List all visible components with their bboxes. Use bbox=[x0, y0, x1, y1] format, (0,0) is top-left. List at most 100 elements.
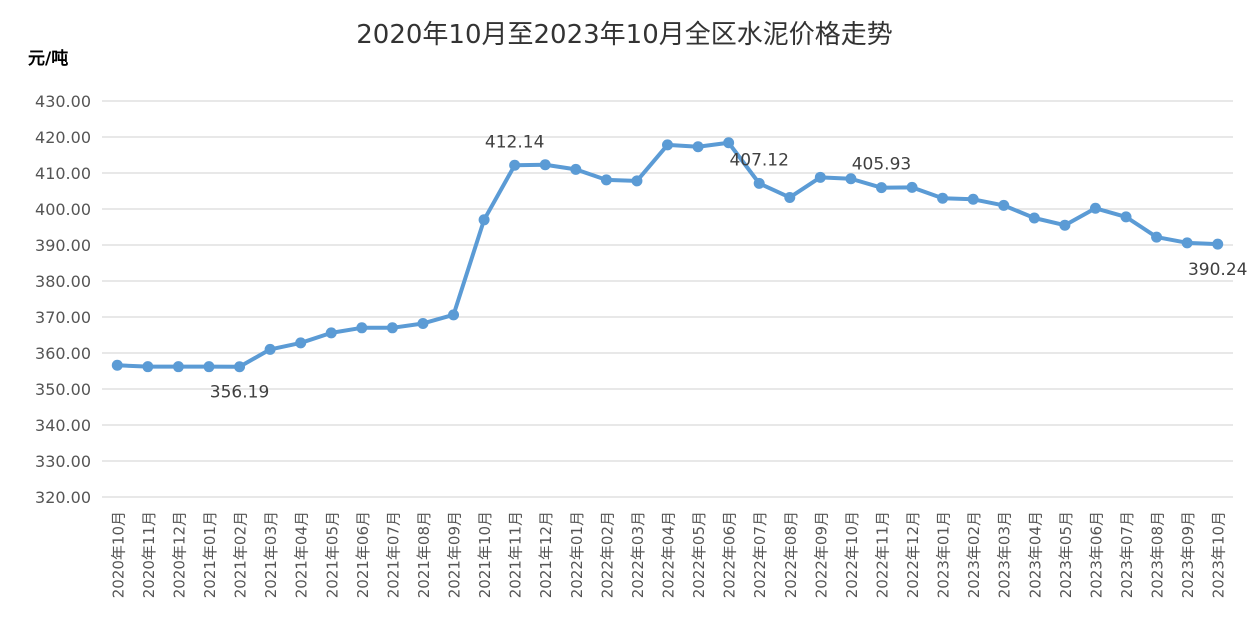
data-point bbox=[172, 361, 184, 373]
data-point bbox=[937, 192, 949, 204]
data-labels: 356.19 412.14 407.12 405.93 390.24 bbox=[210, 132, 1248, 402]
data-point bbox=[203, 361, 215, 373]
data-point bbox=[692, 141, 704, 153]
x-tick-label: 2021年07月 bbox=[384, 511, 402, 598]
y-tick-label: 340.00 bbox=[35, 416, 91, 435]
x-tick-label: 2021年11月 bbox=[507, 511, 525, 598]
x-tick-label: 2022年02月 bbox=[598, 511, 616, 598]
data-point bbox=[631, 175, 643, 187]
x-tick-label: 2021年02月 bbox=[232, 511, 250, 598]
x-tick-label: 2021年12月 bbox=[537, 511, 555, 598]
x-tick-label: 2023年02月 bbox=[965, 511, 983, 598]
x-tick-label: 2020年10月 bbox=[109, 511, 127, 598]
x-tick-label: 2022年05月 bbox=[690, 511, 708, 598]
data-point bbox=[845, 173, 857, 185]
series-line bbox=[115, 140, 1220, 369]
data-point bbox=[1120, 211, 1132, 223]
x-tick-label: 2021年04月 bbox=[293, 511, 311, 598]
data-label: 407.12 bbox=[729, 150, 788, 170]
data-points bbox=[111, 137, 1224, 373]
y-tick-label: 350.00 bbox=[35, 380, 91, 399]
x-tick-label: 2022年06月 bbox=[721, 511, 739, 598]
x-tick-label: 2023年05月 bbox=[1057, 511, 1075, 598]
x-tick-label: 2023年03月 bbox=[996, 511, 1014, 598]
data-label: 412.14 bbox=[485, 132, 544, 152]
y-tick-label: 370.00 bbox=[35, 308, 91, 327]
data-point bbox=[386, 322, 398, 334]
x-tick-label: 2021年05月 bbox=[323, 511, 341, 598]
y-axis-unit-label: 元/吨 bbox=[28, 49, 69, 69]
x-tick-label: 2020年12月 bbox=[170, 511, 188, 598]
y-tick-label: 430.00 bbox=[35, 92, 91, 111]
y-tick-label: 320.00 bbox=[35, 488, 91, 507]
x-tick-label: 2022年08月 bbox=[782, 511, 800, 598]
x-tick-label: 2022年03月 bbox=[629, 511, 647, 598]
x-tick-label: 2020年11月 bbox=[140, 511, 158, 598]
x-tick-label: 2022年01月 bbox=[568, 511, 586, 598]
x-tick-label: 2022年04月 bbox=[660, 511, 678, 598]
x-tick-label: 2021年09月 bbox=[446, 511, 464, 598]
x-tick-label: 2022年11月 bbox=[873, 511, 891, 598]
data-point bbox=[142, 361, 154, 373]
x-tick-label: 2022年07月 bbox=[751, 511, 769, 598]
x-tick-label: 2023年09月 bbox=[1179, 511, 1197, 598]
data-point bbox=[509, 159, 521, 171]
data-point bbox=[325, 327, 337, 339]
y-tick-labels: 320.00 330.00 340.00 350.00 360.00 370.00 380.… bbox=[35, 92, 91, 507]
data-point bbox=[111, 359, 123, 371]
y-tick-label: 360.00 bbox=[35, 344, 91, 363]
x-tick-labels: 2020年10月 2020年11月 2020年12月 2021年01月 2021年02月… bbox=[109, 511, 1227, 598]
y-tick-label: 380.00 bbox=[35, 272, 91, 291]
data-point bbox=[234, 361, 246, 373]
x-tick-label: 2022年12月 bbox=[904, 511, 922, 598]
data-point bbox=[417, 317, 429, 329]
x-tick-label: 2023年08月 bbox=[1149, 511, 1167, 598]
y-tick-label: 400.00 bbox=[35, 200, 91, 219]
grid-lines bbox=[102, 100, 1233, 498]
data-point bbox=[295, 337, 307, 349]
data-point bbox=[1028, 212, 1040, 224]
x-tick-label: 2021年06月 bbox=[354, 511, 372, 598]
y-tick-label: 390.00 bbox=[35, 236, 91, 255]
data-point bbox=[723, 137, 735, 149]
data-point bbox=[1089, 202, 1101, 214]
data-point bbox=[570, 163, 582, 175]
x-tick-label: 2021年01月 bbox=[201, 511, 219, 598]
x-tick-label: 2021年08月 bbox=[415, 511, 433, 598]
y-tick-label: 330.00 bbox=[35, 452, 91, 471]
data-point bbox=[539, 159, 551, 171]
x-tick-label: 2022年09月 bbox=[812, 511, 830, 598]
y-tick-label: 410.00 bbox=[35, 164, 91, 183]
data-point bbox=[753, 177, 765, 189]
data-point bbox=[264, 343, 276, 355]
data-point bbox=[356, 322, 368, 334]
data-point bbox=[448, 309, 460, 321]
data-point bbox=[814, 171, 826, 183]
data-point bbox=[1181, 237, 1193, 249]
data-point bbox=[1151, 231, 1163, 243]
data-point bbox=[784, 191, 796, 203]
x-tick-label: 2022年10月 bbox=[843, 511, 861, 598]
data-point bbox=[998, 199, 1010, 211]
data-point bbox=[1059, 219, 1071, 231]
chart-title: 2020年10月至2023年10月全区水泥价格走势 bbox=[356, 20, 893, 50]
data-point bbox=[600, 174, 612, 186]
x-tick-label: 2023年04月 bbox=[1026, 511, 1044, 598]
data-point bbox=[875, 182, 887, 194]
x-tick-label: 2021年10月 bbox=[476, 511, 494, 598]
data-point bbox=[478, 214, 490, 226]
data-point bbox=[662, 139, 673, 151]
x-tick-label: 2023年01月 bbox=[935, 511, 953, 598]
data-label: 356.19 bbox=[210, 383, 269, 403]
data-label: 405.93 bbox=[852, 155, 911, 175]
data-point bbox=[967, 193, 979, 205]
x-tick-label: 2021年03月 bbox=[262, 511, 280, 598]
x-tick-label: 2023年10月 bbox=[1210, 511, 1228, 598]
data-point bbox=[1212, 238, 1224, 250]
x-tick-label: 2023年07月 bbox=[1118, 511, 1136, 598]
x-tick-label: 2023年06月 bbox=[1087, 511, 1105, 598]
data-point bbox=[906, 181, 918, 193]
data-label: 390.24 bbox=[1188, 260, 1247, 280]
y-tick-label: 420.00 bbox=[35, 128, 91, 147]
